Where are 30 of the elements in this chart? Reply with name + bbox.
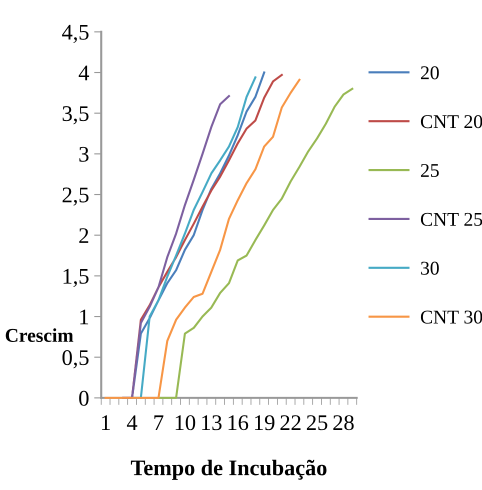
x-tick-label: 7 (154, 415, 164, 430)
y-tick-label: 3 (79, 146, 89, 162)
y-tick-label: 4 (78, 66, 90, 80)
legend-label: 20 (420, 66, 439, 80)
y-tick-label: 4,5 (62, 24, 89, 43)
y-tick-label: 0,5 (62, 350, 89, 368)
legend-label: CNT 25 (420, 212, 482, 226)
line-series (157, 88, 354, 399)
x-tick-label: 16 (228, 415, 248, 430)
x-tick-label: 22 (280, 415, 300, 430)
y-axis-title: Crescim (6, 328, 74, 342)
x-tick-label: 10 (176, 415, 196, 430)
x-tick-label: 4 (126, 415, 138, 430)
y-tick-label: 3,5 (62, 106, 89, 124)
x-tick-label: 19 (255, 415, 274, 430)
y-tick-label: 0 (79, 390, 89, 406)
x-tick-label: 13 (202, 415, 222, 430)
line-series (104, 78, 300, 399)
y-tick-label: 1 (80, 310, 88, 324)
y-tick-label: 1,5 (64, 268, 89, 287)
y-tick-label: 2,5 (62, 188, 89, 206)
x-tick-label: 25 (306, 415, 328, 430)
legend-label: CNT 20 (420, 115, 482, 128)
x-tick-label: 28 (333, 415, 354, 430)
y-tick-label: 2 (79, 228, 88, 243)
legend-label: 30 (421, 262, 439, 275)
legend-label: CNT 30 (420, 310, 482, 324)
x-tick-label: 1 (102, 415, 110, 430)
x-axis-title: Tempo de Incubação (130, 460, 326, 480)
legend-label: 25 (420, 164, 439, 178)
